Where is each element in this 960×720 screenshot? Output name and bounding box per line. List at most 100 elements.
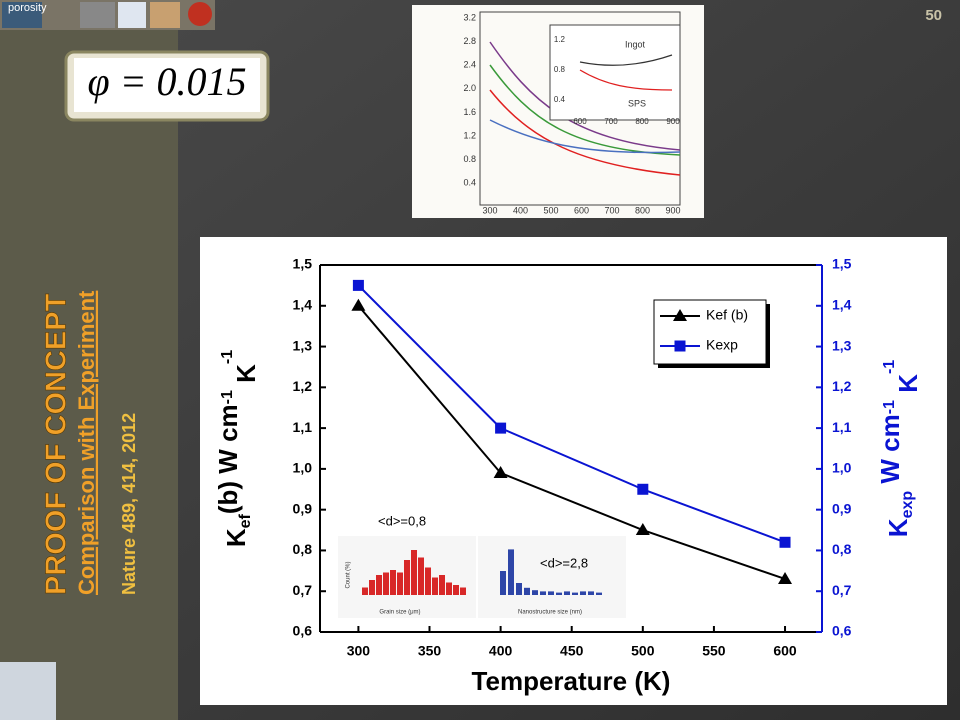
ref-y-tick: 3.2	[463, 12, 476, 22]
y2-axis-label: Kexp W cm-1 K-1	[875, 360, 923, 538]
icon	[150, 2, 180, 28]
ref-inset-x-tick: 700	[604, 117, 618, 126]
x-tick-label: 550	[702, 643, 726, 659]
x-tick-label: 450	[560, 643, 584, 659]
marker	[635, 523, 650, 536]
inset-label: Nanostructure size (nm)	[518, 610, 582, 616]
histogram-bar	[397, 572, 403, 595]
ref-y-tick: 0.8	[463, 154, 476, 164]
histogram-bar	[524, 587, 530, 595]
ref-inset-x-tick: 600	[573, 117, 587, 126]
y-tick-label: 0,6	[293, 623, 313, 639]
y2-tick-label: 0,7	[832, 582, 852, 598]
marker	[778, 571, 793, 584]
y-tick-label: 0,8	[293, 541, 313, 557]
ref-x-tick: 600	[574, 205, 589, 215]
y2-tick-label: 1,5	[832, 256, 852, 272]
ref-inset-y-tick: 0.8	[554, 65, 566, 74]
histogram-bar	[572, 592, 578, 595]
histogram-bar	[446, 582, 452, 595]
ref-y-tick: 1.2	[463, 130, 476, 140]
histogram-bar	[453, 585, 459, 595]
series-line	[357, 284, 786, 544]
legend-label: Kexp	[706, 337, 738, 353]
histogram-bar	[508, 549, 514, 595]
y2-axis-label-part: -1	[881, 400, 898, 414]
ref-inset-y-tick: 0.4	[554, 95, 566, 104]
y-tick-label: 1,4	[293, 296, 313, 312]
ref-inset-x-tick: 900	[666, 117, 680, 126]
y-tick-label: 0,7	[293, 582, 313, 598]
formula-bg	[74, 58, 260, 112]
y-axis-label-part: ef	[237, 513, 254, 528]
histogram-bar	[580, 591, 586, 595]
y2-tick-label: 1,3	[832, 337, 852, 353]
y-axis-label-part: -1	[219, 390, 236, 404]
y2-tick-label: 1,4	[832, 296, 852, 312]
ref-y-tick: 1.6	[463, 107, 476, 117]
y-tick-label: 1,3	[293, 337, 313, 353]
y2-axis-label-part: K	[893, 374, 923, 400]
histogram-bar	[418, 557, 424, 595]
marker	[493, 465, 508, 478]
formula: φ = 0.015	[87, 59, 246, 104]
histogram-bar	[425, 567, 431, 595]
x-tick-label: 600	[773, 643, 797, 659]
ref-x-tick: 300	[482, 205, 497, 215]
inset-label: Grain size (μm)	[379, 610, 420, 616]
histogram-bar	[411, 550, 417, 595]
histogram-bar	[390, 570, 396, 595]
histogram-bar	[439, 575, 445, 595]
x-tick-label: 500	[631, 643, 655, 659]
y-tick-label: 1,5	[293, 256, 313, 272]
corner-caption: porosity	[8, 2, 47, 14]
ref-curve	[579, 54, 673, 66]
y2-axis-label-part: -1	[881, 360, 898, 374]
ref-x-tick: 800	[635, 205, 650, 215]
histogram-bar	[532, 590, 538, 595]
ref-curve	[489, 89, 681, 176]
histogram-bar	[564, 591, 570, 595]
slide-subtitle: Comparison with Experiment	[74, 290, 99, 595]
histogram-bar	[540, 591, 546, 595]
ref-inset-x-tick: 800	[635, 117, 649, 126]
y-tick-label: 1,1	[293, 419, 313, 435]
icon	[80, 2, 115, 28]
marker	[779, 536, 791, 548]
annotation: <d>=2,8	[540, 555, 588, 570]
y2-tick-label: 0,6	[832, 623, 852, 639]
marker	[637, 483, 649, 495]
y-axis-label-part: K	[221, 528, 251, 547]
y2-tick-label: 1,0	[832, 460, 852, 476]
icon	[2, 2, 42, 28]
ref-y-tick: 2.8	[463, 36, 476, 46]
histogram-bar	[362, 587, 368, 595]
annotation: <d>=0,8	[378, 513, 426, 528]
y-axis-label-part: K	[231, 364, 261, 390]
legend-label: Kef (b)	[706, 307, 748, 323]
y-axis-label: Kef(b) W cm-1 K-1	[213, 350, 261, 547]
histogram-bar	[376, 575, 382, 595]
y2-tick-label: 1,1	[832, 419, 852, 435]
ref-x-tick: 900	[665, 205, 680, 215]
marker	[352, 279, 364, 291]
logo	[0, 662, 56, 720]
ref-y-tick: 2.4	[463, 60, 476, 70]
ref-x-tick: 400	[513, 205, 528, 215]
y-tick-label: 0,9	[293, 500, 313, 516]
histogram-bar	[556, 592, 562, 595]
histogram-bar	[500, 571, 506, 595]
ref-x-tick: 500	[543, 205, 558, 215]
slide-number: 50	[925, 7, 942, 24]
marker	[495, 422, 507, 434]
icon	[118, 2, 146, 28]
histogram-bar	[460, 587, 466, 595]
icon	[188, 2, 212, 26]
y2-axis-label-part: K	[883, 518, 913, 537]
y2-axis-label-part: exp	[899, 491, 916, 519]
ref-curve	[489, 119, 681, 154]
histogram-bar	[432, 577, 438, 595]
x-tick-label: 350	[418, 643, 442, 659]
series-line	[357, 305, 786, 580]
